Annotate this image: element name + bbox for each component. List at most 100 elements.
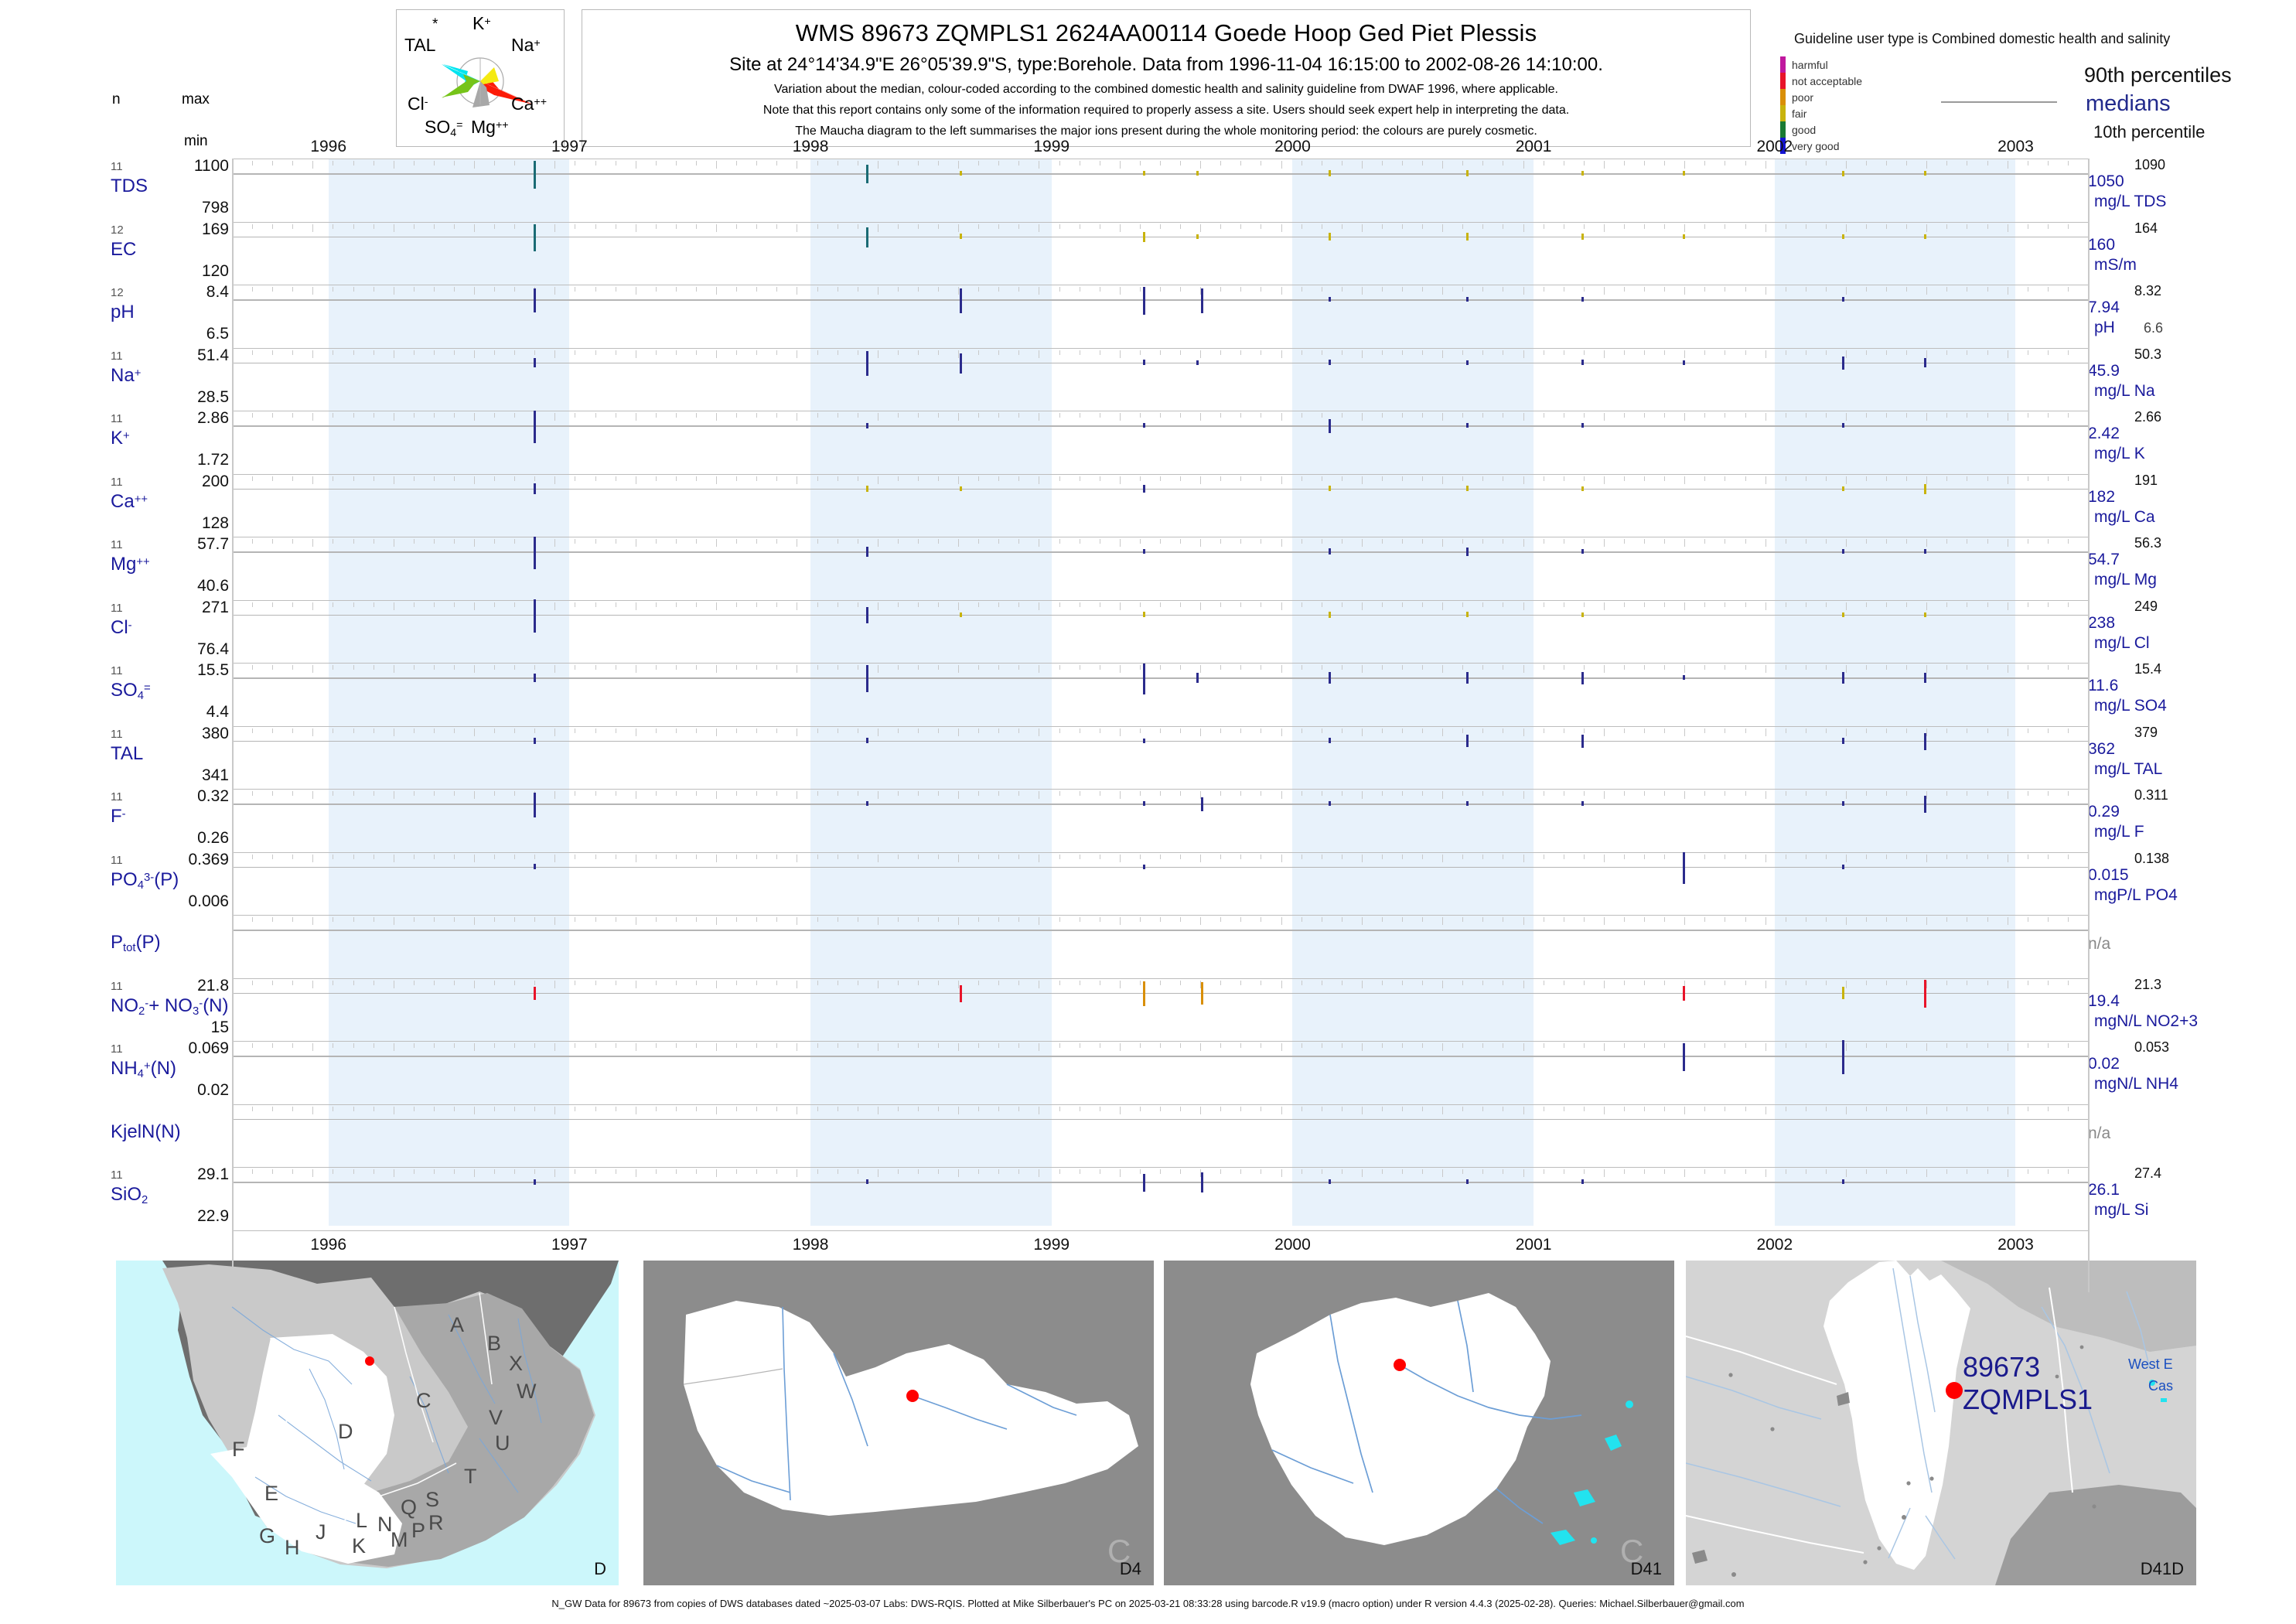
value-block-Na: 50.3 45.9 mg/L Na — [2088, 346, 2289, 411]
minor-tick — [1281, 223, 1282, 232]
label-block-KjelN: KjelN(N) — [108, 1104, 232, 1168]
minor-tick — [1644, 980, 1646, 985]
data-spike — [1200, 288, 1203, 313]
minor-tick — [1523, 287, 1524, 295]
minor-tick — [595, 728, 596, 733]
minor-tick — [1664, 539, 1666, 544]
data-spike — [1329, 801, 1332, 807]
minor-tick — [1361, 287, 1363, 295]
minor-tick — [1442, 980, 1444, 988]
minor-tick — [1825, 980, 1827, 985]
minor-tick — [1825, 665, 1827, 670]
minor-tick — [1381, 728, 1383, 733]
data-spike — [1581, 297, 1585, 302]
minor-tick — [453, 917, 455, 922]
axis-top: 1996 1997 1998 1999 2000 2001 2002 2003 — [232, 138, 2088, 161]
minor-tick — [1906, 476, 1908, 481]
minor-tick — [1886, 980, 1888, 985]
minor-tick — [474, 350, 476, 358]
unit-TAL: mg/L TAL — [2094, 759, 2163, 778]
minor-tick — [917, 665, 919, 670]
maucha-diagram-panel: * K+ Na+ Ca++ Mg++ SO4= Cl- TAL — [396, 9, 565, 147]
median-baseline-SO4 — [232, 677, 2088, 679]
minor-tick — [998, 539, 1000, 544]
data-spike — [960, 171, 963, 176]
minor-tick — [252, 917, 254, 922]
chart-row-Ca — [232, 473, 2089, 537]
data-spike — [1143, 360, 1146, 366]
minor-tick — [1139, 161, 1141, 165]
minor-tick — [1240, 602, 1242, 607]
map-panel-country[interactable]: A B X C W V U D T F E S Q R L N P J M G … — [116, 1261, 619, 1585]
unit-NH4: mgN/L NH4 — [2094, 1075, 2178, 1093]
minor-tick — [897, 791, 899, 796]
minor-tick — [938, 287, 940, 292]
minor-tick — [917, 1043, 919, 1048]
map-label-G: G — [259, 1524, 275, 1547]
parameter-label-column: 11 1100 TDS 798 12 169 EC 120 12 8.4 pH 6.5 11 51.4 Na… — [0, 0, 232, 1237]
minor-tick — [1200, 665, 1202, 673]
minor-tick — [514, 854, 516, 859]
minor-tick — [1059, 665, 1060, 670]
median-EC: 160 — [2088, 235, 2116, 254]
axis-tick-2003: 2003 — [1997, 1236, 2034, 1254]
minor-tick — [716, 161, 718, 169]
minor-tick — [776, 476, 778, 481]
min-K: 1.72 — [197, 451, 229, 469]
minor-tick — [1462, 223, 1464, 229]
guideline-class-fair: fair — [1780, 105, 1806, 121]
minor-tick — [1200, 602, 1202, 610]
minor-tick — [1482, 161, 1484, 165]
title-panel: WMS 89673 ZQMPLS1 2624AA00114 Goede Hoop… — [582, 9, 1751, 147]
map-panel-secondary[interactable]: C D41 — [1164, 1261, 1674, 1585]
minor-tick — [252, 539, 254, 544]
minor-tick — [1240, 854, 1242, 859]
min-pH: 6.5 — [206, 325, 229, 343]
guideline-class-not-acceptable: not acceptable — [1780, 73, 1862, 89]
map-panel-primary[interactable]: C D4 — [643, 1261, 1154, 1585]
minor-tick — [917, 1169, 919, 1174]
minor-tick — [1886, 1169, 1888, 1174]
data-spike — [1200, 982, 1203, 1005]
map-watermark: C — [1620, 1533, 1643, 1569]
p90-pH: 8.32 — [2134, 283, 2162, 299]
minor-tick — [1139, 287, 1141, 292]
minor-tick — [1664, 980, 1666, 985]
minor-tick — [1442, 223, 1444, 232]
minor-tick — [736, 539, 738, 544]
data-spike — [533, 986, 536, 1001]
map-panel-quaternary[interactable]: 89673 ZQMPLS1 West E Cas D41D — [1686, 1261, 2196, 1585]
minor-tick — [655, 413, 657, 418]
minor-tick — [736, 161, 738, 165]
minor-tick — [1845, 161, 1847, 169]
maucha-label-k: K+ — [473, 13, 491, 33]
minor-tick — [1946, 854, 1948, 859]
minor-tick — [1866, 1106, 1868, 1111]
minor-tick — [1926, 539, 1928, 547]
minor-tick — [917, 980, 919, 985]
minor-tick — [353, 917, 354, 922]
minor-tick — [917, 476, 919, 481]
minor-tick — [1624, 728, 1625, 733]
minor-tick — [1987, 854, 1988, 859]
data-spike — [1329, 170, 1332, 177]
minor-tick — [514, 350, 516, 355]
minor-tick — [1664, 665, 1666, 670]
minor-tick — [1422, 854, 1424, 859]
data-spike — [1465, 170, 1469, 177]
minor-tick — [1704, 665, 1706, 670]
axis-tick-1998: 1998 — [792, 1236, 829, 1254]
minor-tick — [1482, 791, 1484, 796]
minor-tick — [1523, 980, 1524, 988]
minor-tick — [1180, 791, 1182, 796]
minor-tick — [1644, 1106, 1646, 1111]
minor-tick — [2047, 791, 2049, 796]
minor-tick — [756, 665, 758, 670]
minor-tick — [1220, 287, 1222, 292]
minor-tick — [353, 602, 354, 607]
minor-tick — [897, 917, 899, 922]
minor-tick — [998, 287, 1000, 292]
minor-tick — [1119, 350, 1121, 358]
minor-tick — [1603, 223, 1605, 232]
minor-tick — [2067, 1043, 2069, 1048]
